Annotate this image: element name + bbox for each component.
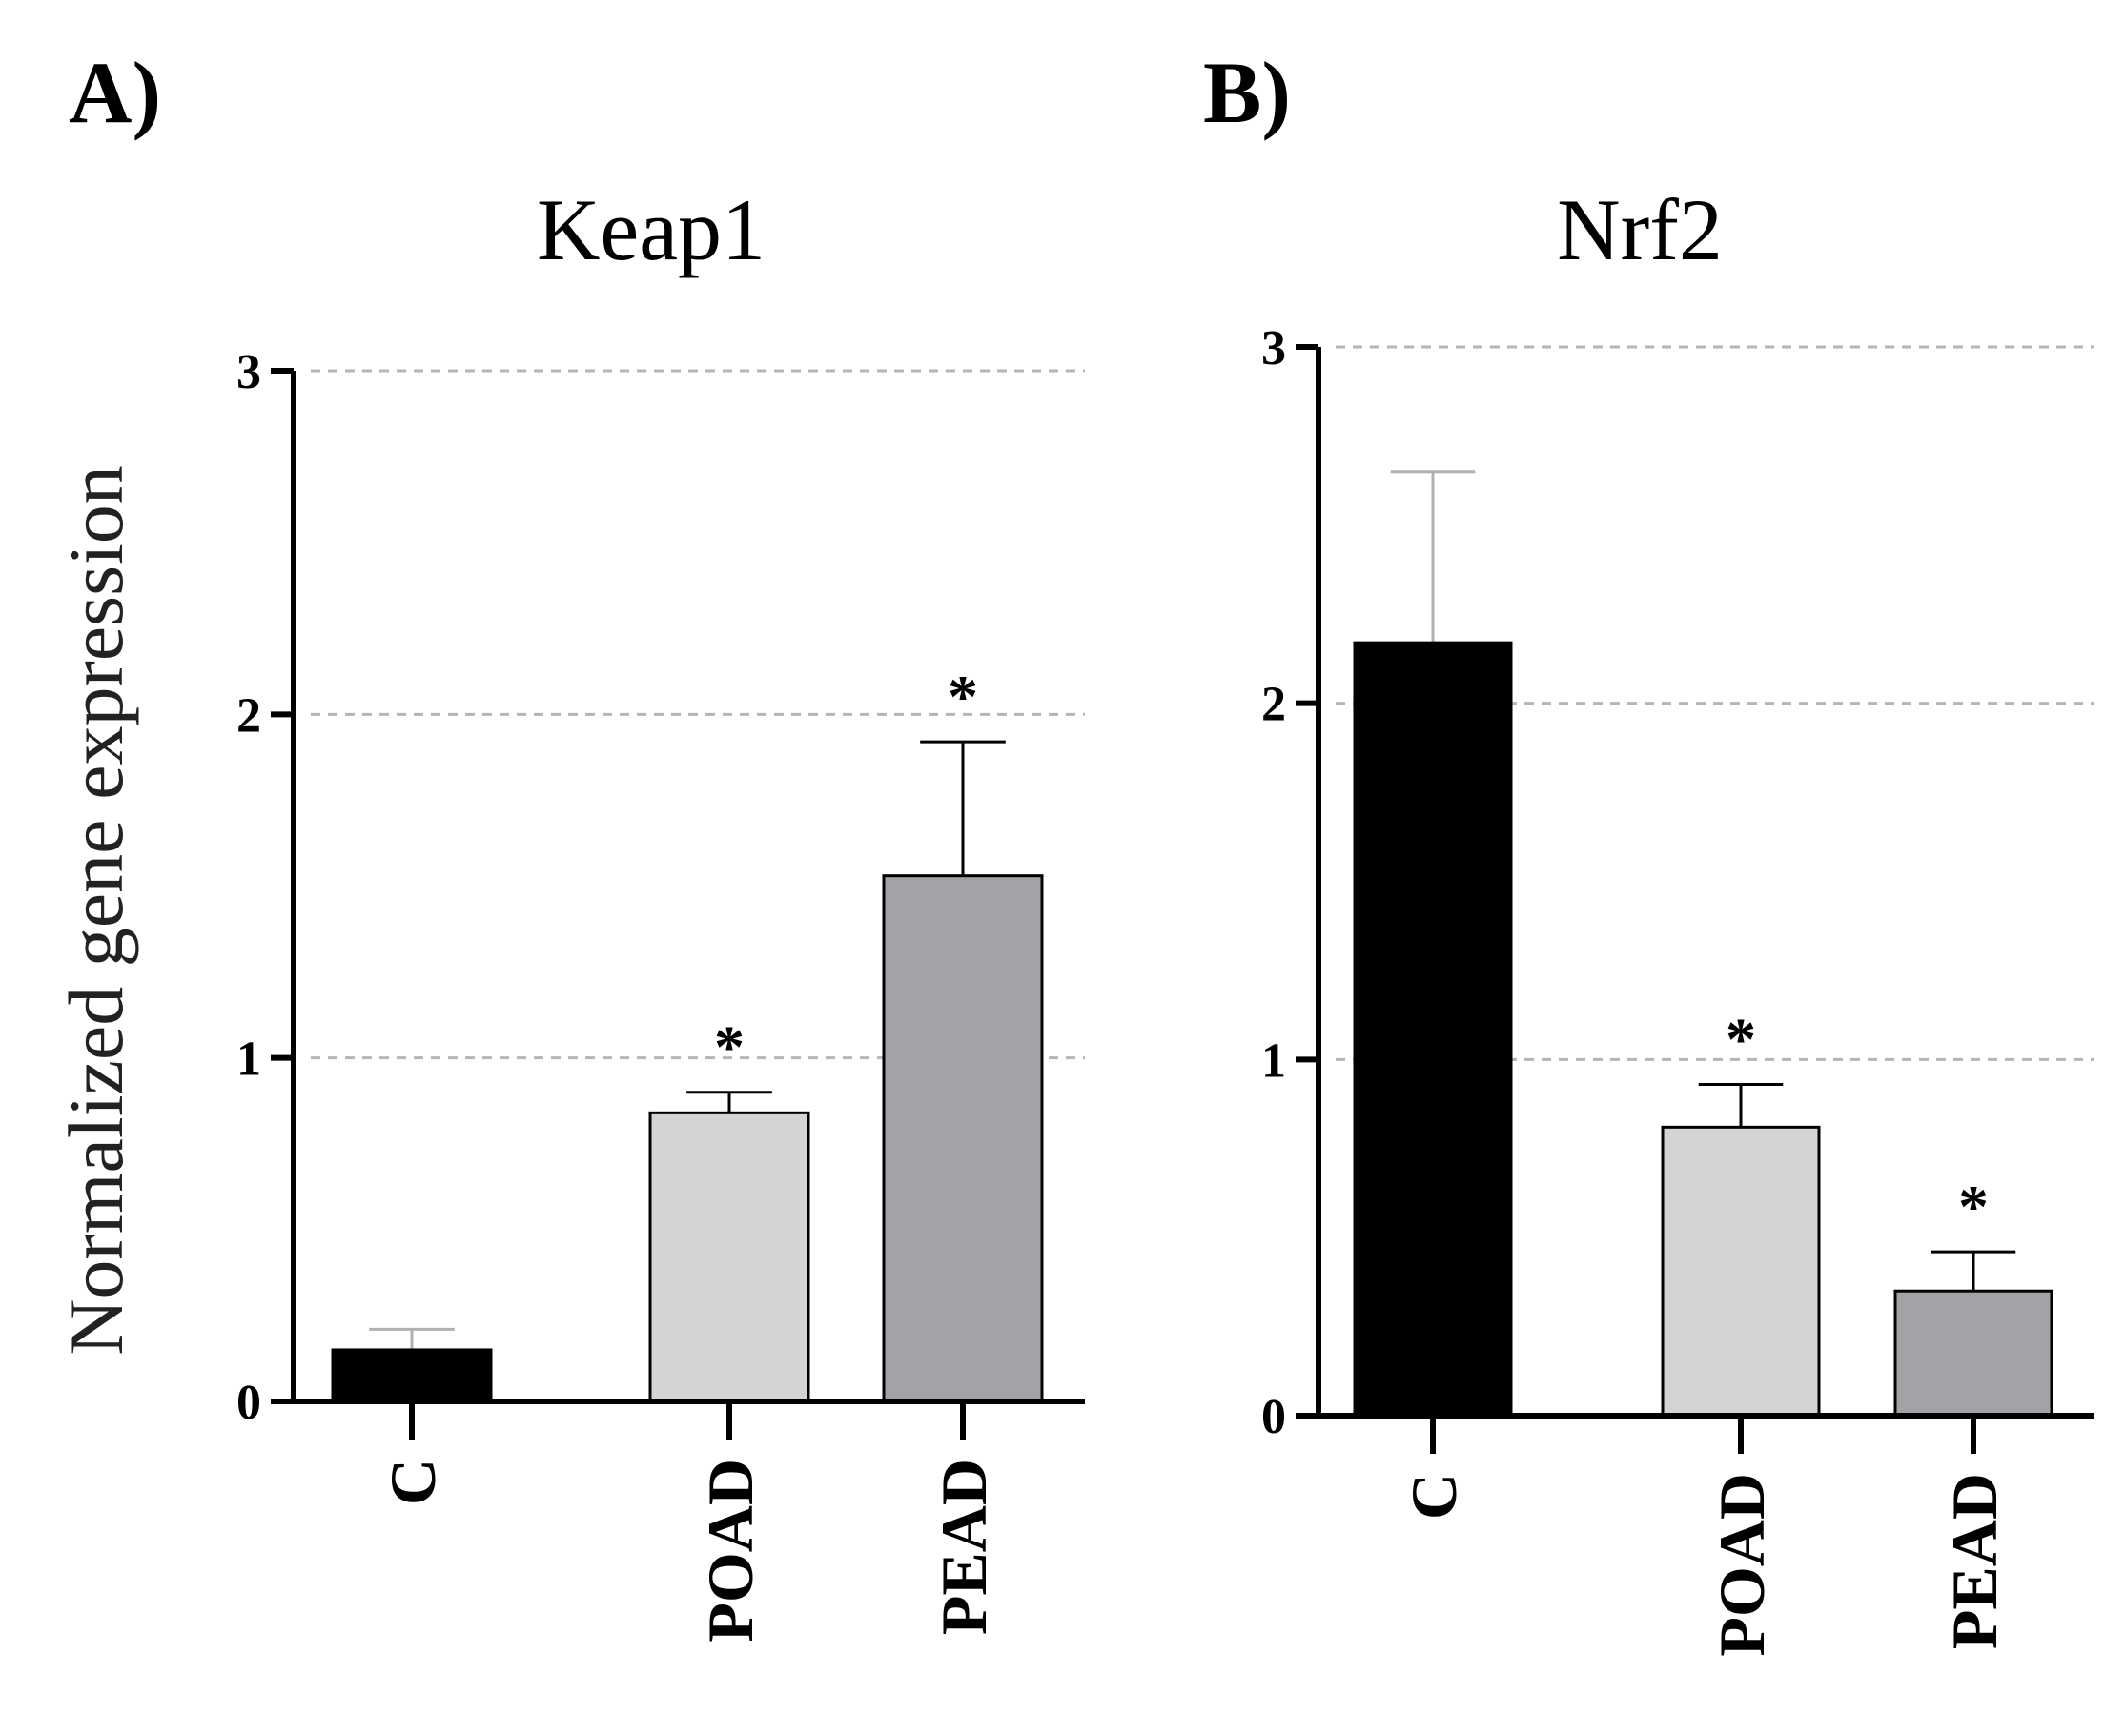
category-label: POAD — [1706, 1473, 1778, 1657]
chart-title: Keap1 — [537, 181, 766, 278]
significance-marker: * — [714, 1013, 745, 1081]
y-tick-label: 2 — [236, 688, 261, 743]
bar-c — [331, 1348, 493, 1403]
y-tick-label: 0 — [1261, 1390, 1286, 1444]
bar-pead — [1893, 1289, 2053, 1418]
category-label: POAD — [694, 1459, 766, 1643]
y-tick-label: 1 — [1261, 1033, 1286, 1088]
significance-marker: * — [948, 663, 978, 730]
y-tick-label: 3 — [236, 345, 261, 399]
y-tick-label: 0 — [236, 1376, 261, 1430]
chart-title: Nrf2 — [1557, 181, 1723, 278]
category-label: C — [1398, 1473, 1470, 1520]
category-label: PEAD — [1938, 1473, 2011, 1649]
y-tick-label: 2 — [1261, 678, 1286, 732]
panel-label: A) — [69, 44, 161, 141]
panel-b-nrf2: B) Nrf2 0 1 2 3 C * POAD * PEAD — [1203, 44, 2094, 1657]
panel-a-keap1: A) Keap1 Normalized gene expression 0 1 2 3… — [52, 44, 1085, 1643]
bar-poad — [648, 1111, 810, 1403]
y-axis-label: Normalized gene expression — [52, 465, 139, 1356]
significance-marker: * — [1726, 1005, 1756, 1072]
bar-c — [1353, 641, 1513, 1418]
y-tick-label: 1 — [236, 1032, 261, 1087]
bar-pead — [882, 874, 1044, 1403]
category-label: PEAD — [928, 1459, 1000, 1635]
significance-marker: * — [1958, 1173, 1989, 1240]
panel-label: B) — [1203, 44, 1291, 141]
bar-poad — [1661, 1125, 1821, 1418]
y-tick-label: 3 — [1261, 321, 1286, 376]
category-label: C — [377, 1459, 449, 1505]
